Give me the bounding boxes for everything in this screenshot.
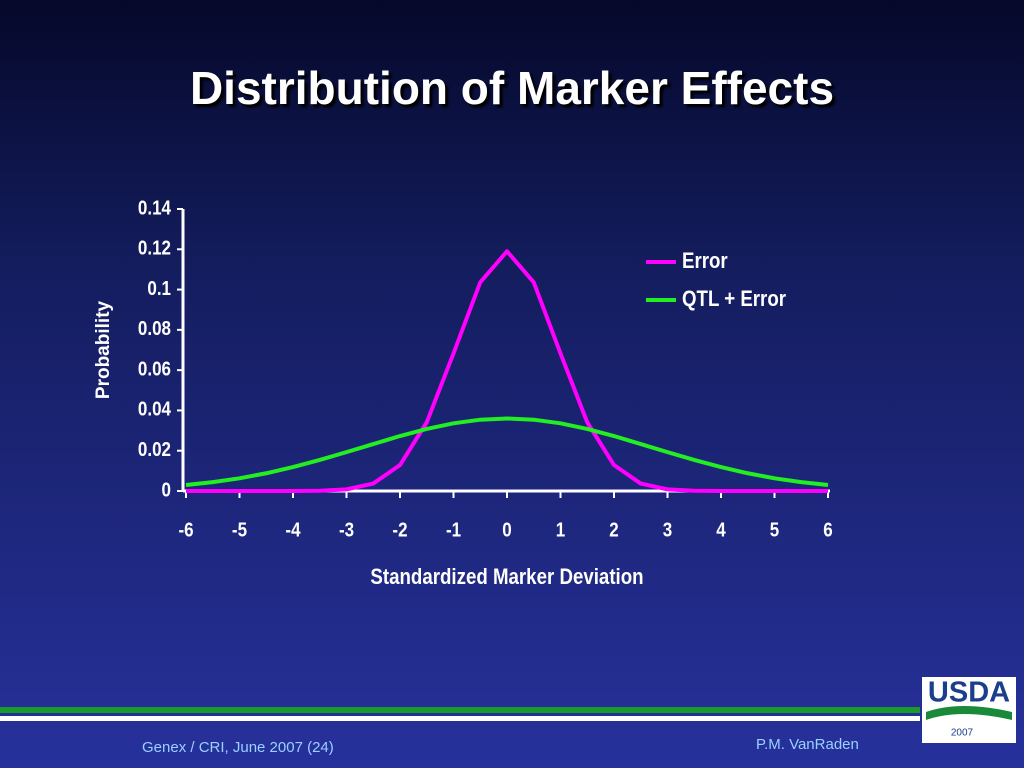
chart-title: Distribution of Marker Effects	[190, 62, 834, 114]
y-tick-label: 0.14	[138, 196, 172, 219]
y-tick-label: 0.1	[147, 277, 171, 300]
x-tick-label: -6	[178, 518, 193, 541]
legend-label: QTL + Error	[682, 287, 786, 311]
x-tick-label: 2	[609, 518, 618, 541]
x-tick-label: 0	[502, 518, 511, 541]
series-line	[186, 249, 828, 493]
x-tick-label: 6	[823, 518, 832, 541]
x-tick-label: 4	[716, 518, 726, 541]
y-tick-label: 0.12	[138, 236, 171, 259]
y-tick-label: 0	[162, 478, 171, 501]
series-line	[185, 416, 829, 487]
x-tick-label: 3	[663, 518, 672, 541]
footer-source: Genex / CRI, June 2007 (24)	[142, 739, 334, 756]
y-tick-label: 0.06	[138, 357, 171, 380]
x-tick-label: -1	[446, 518, 461, 541]
y-axis-label: Probability	[93, 300, 114, 399]
x-tick-label: -3	[339, 518, 354, 541]
logo-year: 2007	[951, 728, 974, 739]
logo-text: USDA	[928, 677, 1010, 709]
footer-green-rule	[0, 707, 920, 713]
x-axis-label: Standardized Marker Deviation	[370, 565, 643, 589]
y-tick-label: 0.08	[138, 317, 171, 340]
x-tick-label: -2	[392, 518, 407, 541]
logo-swoosh	[926, 706, 1012, 720]
x-tick-label: -4	[285, 518, 301, 541]
x-tick-label: -5	[232, 518, 247, 541]
y-tick-label: 0.04	[138, 397, 172, 420]
footer-white-rule	[0, 716, 920, 721]
x-tick-label: 1	[556, 518, 565, 541]
legend-label: Error	[682, 249, 728, 273]
x-tick-label: 5	[770, 518, 779, 541]
y-tick-label: 0.02	[138, 438, 171, 461]
footer-author: P.M. VanRaden	[756, 736, 859, 753]
